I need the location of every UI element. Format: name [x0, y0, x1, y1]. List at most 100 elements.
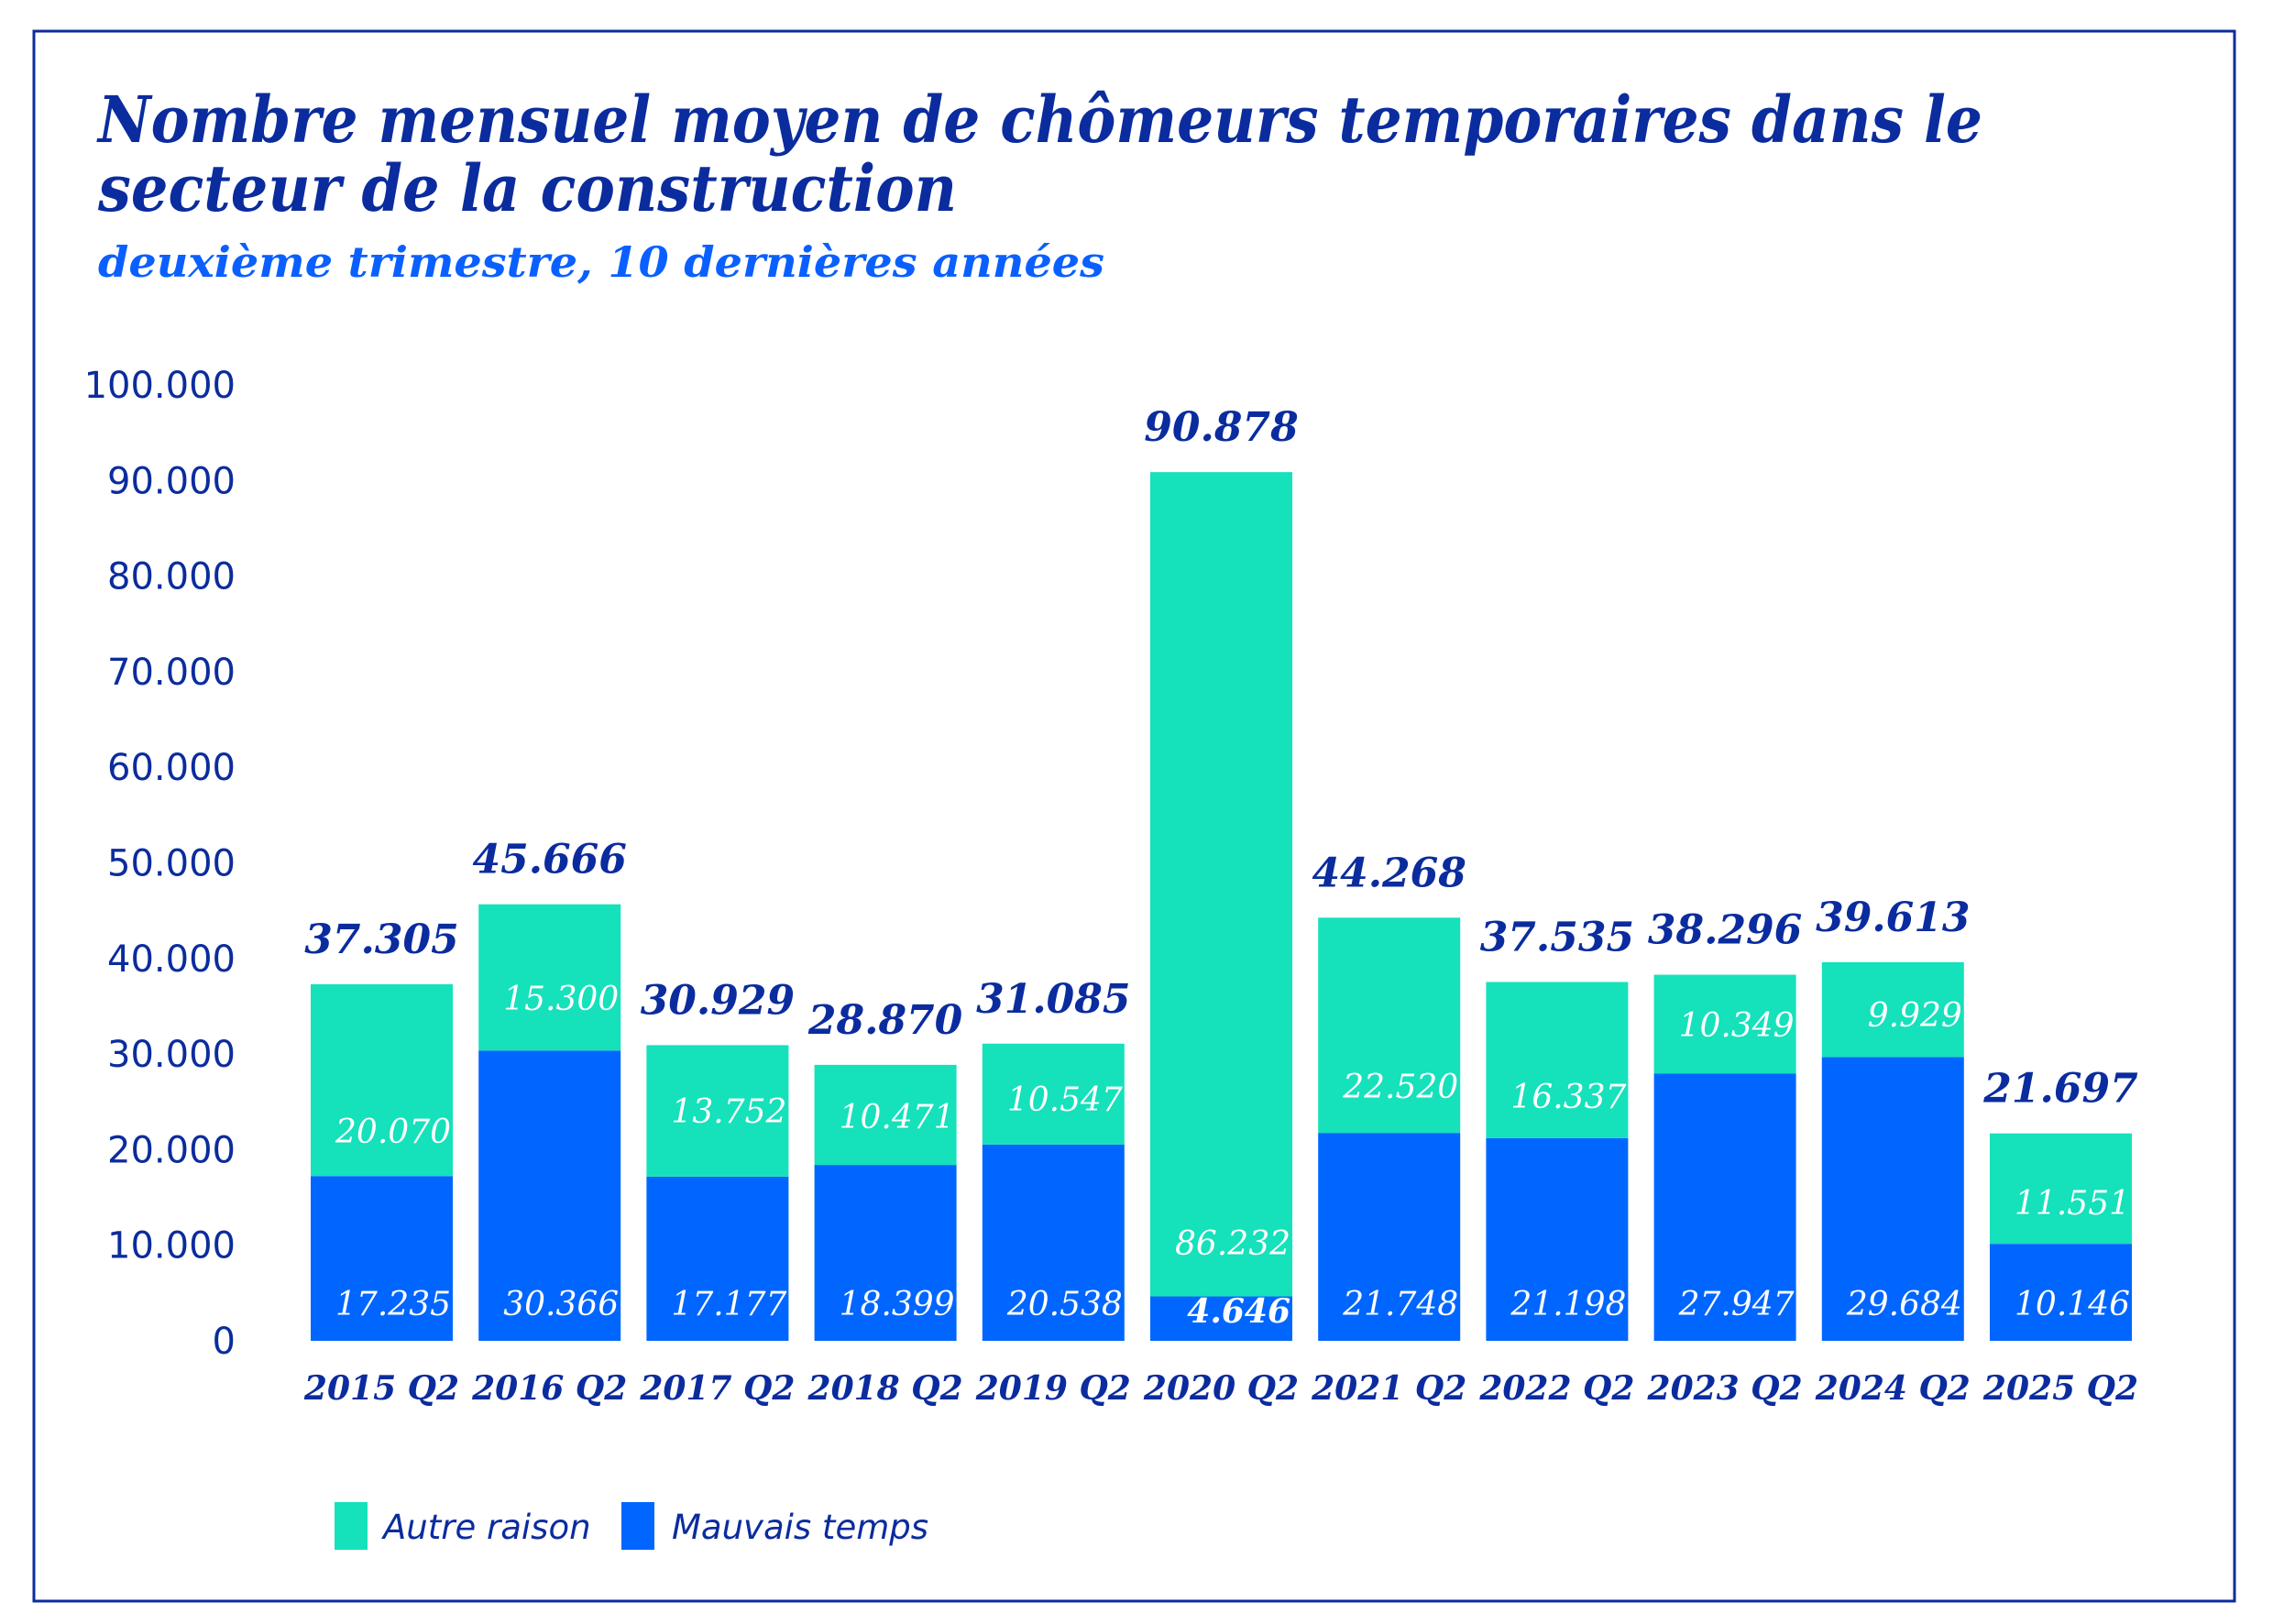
total-label: 37.305: [304, 916, 458, 963]
bar-segment-mauvais-temps: [1318, 1133, 1461, 1341]
bar-group: 11.551 10.146 21.697: [1982, 1066, 2138, 1341]
y-tick-label: 30.000: [107, 1034, 236, 1076]
data-label-autre-raison: 22.520: [1342, 1069, 1458, 1106]
data-label-mauvais-temps: 4.646: [1187, 1292, 1290, 1331]
total-label: 28.870: [807, 997, 963, 1044]
x-tick-label: 2020 Q2: [1143, 1369, 1299, 1408]
data-label-autre-raison: 13.752: [671, 1093, 786, 1131]
bar-segment-mauvais-temps: [1150, 1296, 1292, 1341]
bar-group: 10.349 27.947 38.296: [1648, 907, 1802, 1341]
y-tick-label: 100.000: [84, 365, 236, 407]
data-label-autre-raison: 16.337: [1510, 1079, 1626, 1116]
legend-swatch-autre-raison: [335, 1502, 368, 1550]
total-label: 31.085: [976, 976, 1130, 1023]
bar-group: 20.070 17.235 37.305: [304, 916, 459, 1341]
y-tick-label: 0: [213, 1321, 236, 1363]
bar-segment-mauvais-temps: [982, 1144, 1125, 1341]
bar-segment-autre-raison: [1821, 961, 1964, 1058]
data-label-mauvais-temps: 17.177: [671, 1286, 786, 1323]
legend-label-autre-raison: Autre raison: [381, 1508, 591, 1547]
y-axis: 0 10.000 20.000 30.000 40.000 50.000 60.000 70.…: [84, 365, 236, 1363]
data-label-mauvais-temps: 20.538: [1006, 1286, 1123, 1323]
data-label-mauvais-temps: 10.146: [2015, 1286, 2130, 1323]
bar-segment-autre-raison: [1486, 982, 1629, 1138]
y-tick-label: 70.000: [107, 652, 236, 694]
data-label-mauvais-temps: 17.235: [335, 1286, 451, 1323]
data-label-autre-raison: 11.551: [2015, 1185, 2130, 1223]
bar-segment-mauvais-temps: [646, 1176, 789, 1341]
data-label-autre-raison: 20.070: [335, 1114, 451, 1151]
legend: Autre raison Mauvais temps: [335, 1502, 928, 1550]
total-label: 90.878: [1144, 404, 1298, 451]
x-tick-label: 2021 Q2: [1311, 1369, 1466, 1408]
data-label-mauvais-temps: 21.198: [1510, 1286, 1626, 1323]
bar-group: 9.929 29.684 39.613: [1816, 894, 1971, 1341]
bar-segment-mauvais-temps: [1821, 1057, 1964, 1341]
data-label-mauvais-temps: 21.748: [1342, 1286, 1458, 1323]
bar-group: 16.337 21.198 37.535: [1480, 915, 1634, 1341]
bar-segment-autre-raison: [1318, 917, 1461, 1134]
y-tick-label: 90.000: [107, 460, 236, 502]
y-tick-label: 20.000: [107, 1129, 236, 1171]
data-label-mauvais-temps: 18.399: [840, 1286, 955, 1323]
total-label: 38.296: [1648, 907, 1802, 954]
x-axis: 2015 Q2 2016 Q2 2017 Q2 2018 Q2 2019 Q2 2020 …: [303, 1369, 2138, 1408]
data-label-autre-raison: 10.471: [840, 1099, 955, 1136]
total-label: 30.929: [641, 977, 795, 1024]
bar-group: 13.752 17.177 30.929: [641, 977, 795, 1341]
bar-segment-mauvais-temps: [1990, 1244, 2132, 1341]
bar-segment-autre-raison: [982, 1043, 1125, 1145]
y-tick-label: 50.000: [107, 843, 236, 885]
y-tick-label: 80.000: [107, 556, 236, 598]
bar-segment-mauvais-temps: [311, 1176, 453, 1341]
x-tick-label: 2025 Q2: [1982, 1369, 2138, 1408]
bar-segment-autre-raison: [1150, 472, 1292, 1297]
x-tick-label: 2017 Q2: [639, 1369, 795, 1408]
bar-segment-autre-raison: [478, 904, 621, 1051]
bar-group: 22.520 21.748 44.268: [1312, 850, 1466, 1341]
bar-group: 10.471 18.399 28.870: [807, 997, 963, 1341]
bar-segment-autre-raison: [311, 983, 453, 1177]
data-label-autre-raison: 10.349: [1679, 1007, 1795, 1045]
bar-group: 86.232 4.646 90.878: [1144, 404, 1299, 1341]
data-label-autre-raison: 15.300: [503, 981, 619, 1018]
x-tick-label: 2015 Q2: [303, 1369, 459, 1408]
bar-segment-autre-raison: [814, 1064, 957, 1166]
chart-subtitle: deuxième trimestre, 10 dernières années: [98, 237, 1104, 287]
x-tick-label: 2019 Q2: [975, 1369, 1131, 1408]
x-tick-label: 2022 Q2: [1478, 1369, 1634, 1408]
legend-label-mauvais-temps: Mauvais temps: [672, 1508, 928, 1547]
bar-segment-autre-raison: [1990, 1133, 2132, 1245]
chart-title-line-1: Nombre mensuel moyen de chômeurs tempora…: [96, 82, 1982, 158]
legend-swatch-mauvais-temps: [621, 1502, 654, 1550]
data-label-mauvais-temps: 29.684: [1846, 1286, 1962, 1323]
bar-segment-mauvais-temps: [814, 1165, 957, 1341]
total-label: 44.268: [1312, 850, 1466, 896]
total-label: 21.697: [1982, 1066, 2138, 1113]
x-tick-label: 2016 Q2: [471, 1369, 627, 1408]
x-tick-label: 2023 Q2: [1647, 1369, 1803, 1408]
bar-group: 15.300 30.366 45.666: [472, 837, 627, 1341]
y-tick-label: 40.000: [107, 938, 236, 981]
x-tick-label: 2024 Q2: [1815, 1369, 1971, 1408]
bar-segment-autre-raison: [646, 1045, 789, 1177]
chart-title-line-2: secteur de la construction: [97, 150, 957, 226]
x-tick-label: 2018 Q2: [807, 1369, 963, 1408]
data-label-mauvais-temps: 30.366: [503, 1286, 619, 1323]
y-tick-label: 60.000: [107, 747, 236, 789]
chart-frame: [32, 29, 2236, 1603]
data-label-autre-raison: 10.547: [1007, 1081, 1123, 1119]
bars: 20.070 17.235 37.305 15.300 30.366 45.666 13.7…: [304, 404, 2138, 1341]
bar-segment-autre-raison: [1653, 974, 1796, 1074]
data-label-mauvais-temps: 27.947: [1678, 1286, 1795, 1323]
total-label: 37.535: [1480, 915, 1634, 961]
bar-segment-mauvais-temps: [1653, 1073, 1796, 1341]
data-label-autre-raison: 86.232: [1175, 1225, 1290, 1263]
data-label-autre-raison: 9.929: [1868, 997, 1962, 1035]
bar-segment-mauvais-temps: [1486, 1137, 1629, 1341]
total-label: 45.666: [472, 837, 626, 883]
bar-group: 10.547 20.538 31.085: [976, 976, 1131, 1341]
total-label: 39.613: [1816, 894, 1970, 941]
y-tick-label: 10.000: [107, 1225, 236, 1267]
